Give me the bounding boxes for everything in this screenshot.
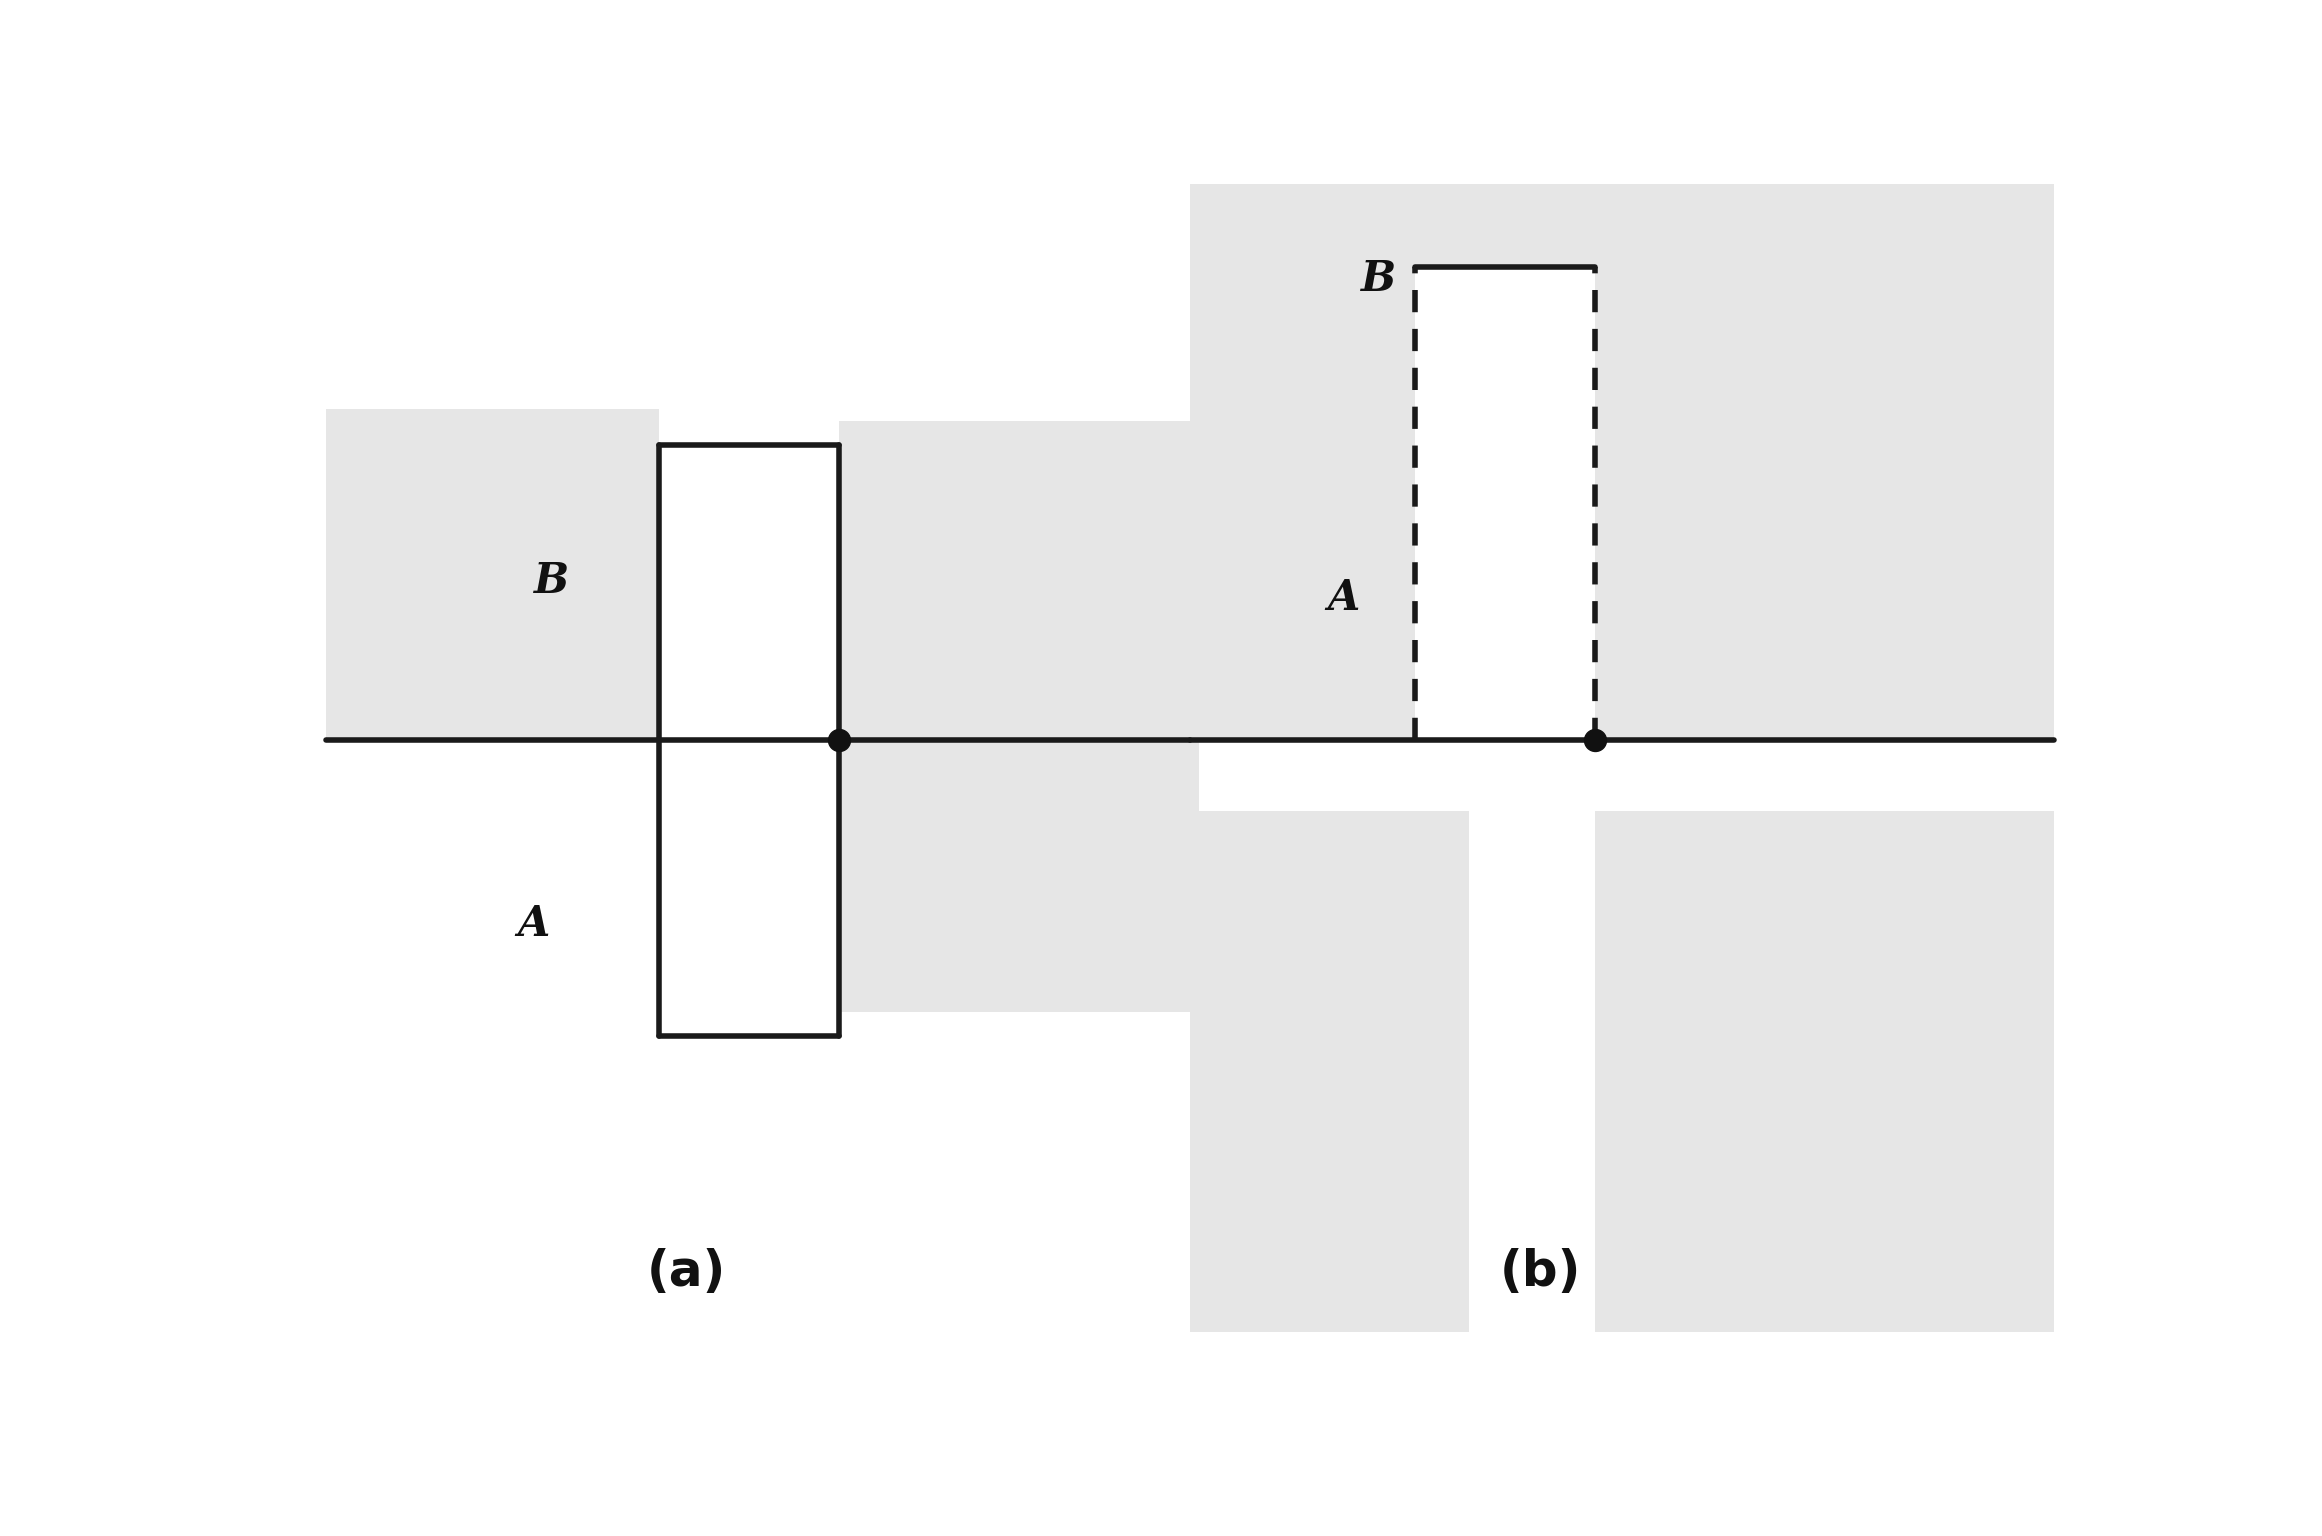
Point	[820, 728, 857, 753]
Point	[1577, 728, 1614, 753]
Text: A: A	[1326, 578, 1358, 619]
Bar	[838, 421, 1198, 1012]
Bar	[1191, 184, 1595, 267]
Text: B: B	[1361, 258, 1396, 300]
Bar	[1595, 184, 2055, 267]
Text: A: A	[518, 903, 550, 945]
Bar	[325, 409, 659, 740]
Text: (b): (b)	[1500, 1249, 1581, 1296]
Bar	[1595, 267, 2055, 740]
Text: B: B	[534, 559, 569, 602]
Text: (a): (a)	[646, 1249, 727, 1296]
Bar	[1595, 811, 2055, 1332]
Bar	[1191, 267, 1414, 740]
Bar	[1191, 811, 1470, 1332]
